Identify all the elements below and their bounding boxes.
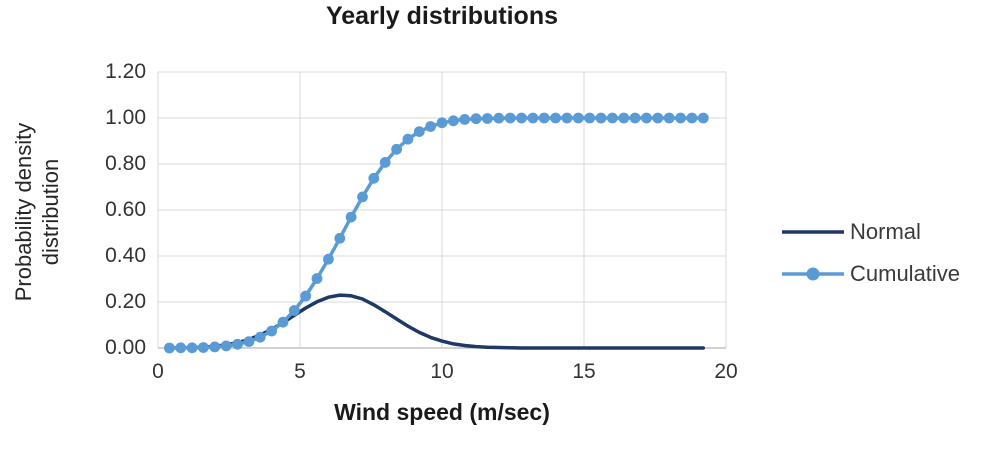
cumulative-series-marker xyxy=(334,232,346,244)
legend: Normal Cumulative xyxy=(780,219,960,287)
cumulative-series-marker xyxy=(209,341,221,353)
cumulative-series-marker xyxy=(175,342,187,354)
cumulative-series-marker xyxy=(595,112,607,124)
legend-item-normal: Normal xyxy=(780,219,960,245)
cumulative-series-marker xyxy=(186,342,198,354)
legend-label-cumulative: Cumulative xyxy=(850,261,961,286)
cumulative-series-marker xyxy=(697,112,709,124)
cumulative-series-marker xyxy=(379,157,391,168)
cumulative-series-marker xyxy=(425,121,436,132)
cumulative-series-marker xyxy=(402,133,414,145)
cumulative-series-marker xyxy=(652,112,664,124)
cumulative-series-marker xyxy=(232,338,243,350)
cumulative-series-marker xyxy=(448,115,459,127)
legend-marker xyxy=(806,267,820,281)
cumulative-series-marker xyxy=(459,114,471,125)
legend-item-cumulative: Cumulative xyxy=(780,261,960,287)
cumulative-series-marker xyxy=(584,112,596,124)
cumulative-series-marker xyxy=(413,126,425,137)
cumulative-series-marker xyxy=(323,253,334,265)
cumulative-series-marker xyxy=(254,331,266,343)
cumulative-series-marker xyxy=(164,342,175,354)
cumulative-series-marker xyxy=(436,117,448,129)
legend-label-normal: Normal xyxy=(850,219,921,244)
cumulative-line-swatch xyxy=(782,267,844,281)
cumulative-series-marker xyxy=(493,112,505,124)
cumulative-series-marker xyxy=(482,113,493,124)
cumulative-series-marker xyxy=(220,340,232,352)
cumulative-series-marker xyxy=(311,273,323,284)
cumulative-series-marker xyxy=(561,112,573,124)
cumulative-series-marker xyxy=(675,112,686,124)
cumulative-series-marker xyxy=(345,211,357,223)
cumulative-series-marker xyxy=(641,112,652,124)
cumulative-series-marker xyxy=(288,305,300,316)
cumulative-series-marker xyxy=(516,112,527,124)
cumulative-series-marker xyxy=(550,112,561,124)
cumulative-series-marker xyxy=(572,112,584,124)
cumulative-series-marker xyxy=(607,112,618,124)
cumulative-series-marker xyxy=(300,290,312,302)
cumulative-series-marker xyxy=(470,113,482,125)
normal-line-swatch xyxy=(782,230,844,234)
cumulative-series-marker xyxy=(368,172,380,184)
cumulative-series-marker xyxy=(243,336,255,347)
cumulative-series-marker xyxy=(663,112,675,124)
cumulative-series-line xyxy=(167,116,706,350)
x-axis-title: Wind speed (m/sec) xyxy=(334,399,550,425)
cumulative-series-marker xyxy=(618,112,630,124)
chart-title: Yearly distributions xyxy=(325,2,558,30)
cumulative-series-marker xyxy=(527,112,539,124)
cumulative-series-marker xyxy=(686,112,698,124)
cumulative-series-marker xyxy=(277,316,289,328)
cumulative-series-marker xyxy=(198,342,209,353)
cumulative-series-marker xyxy=(629,112,641,124)
cumulative-series-marker xyxy=(538,112,550,124)
cumulative-series-marker xyxy=(504,112,516,124)
cumulative-series-marker xyxy=(391,143,402,155)
cumulative-series-marker xyxy=(266,325,277,337)
cumulative-series-marker xyxy=(357,191,368,203)
